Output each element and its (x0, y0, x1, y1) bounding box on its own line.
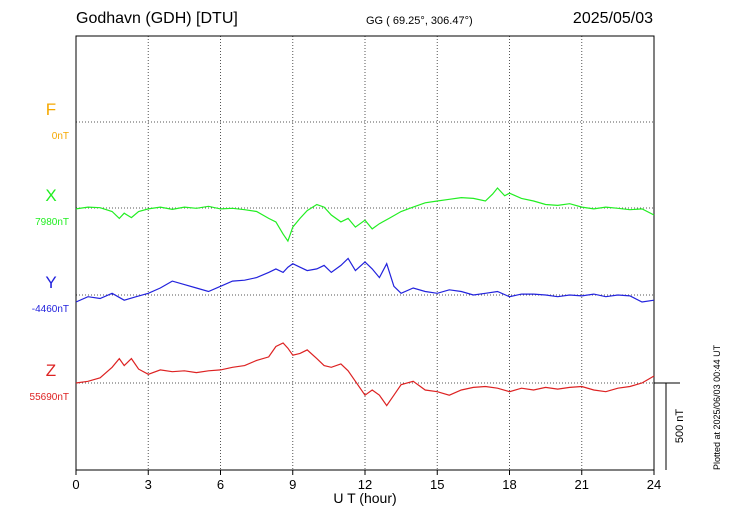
x-axis-label: U T (hour) (333, 490, 396, 506)
station-title: Godhavn (GDH) [DTU] (76, 10, 238, 27)
x-tick-label: 18 (502, 477, 516, 492)
x-tick-label: 3 (145, 477, 152, 492)
series-name-x: X (45, 186, 56, 205)
series-baseline-x: 7980nT (35, 217, 69, 228)
series-line-z (75, 342, 655, 407)
scale-bar: 500 nT (654, 382, 686, 470)
x-tick-label: 6 (217, 477, 224, 492)
date-label: 2025/05/03 (572, 10, 653, 27)
scale-bar-label: 500 nT (674, 409, 686, 444)
series-line-x (75, 187, 655, 243)
series-labels: F 0nT X 7980nT Y -4460nT Z 55690nT (30, 100, 69, 403)
x-tick-label: 24 (647, 477, 661, 492)
x-tick-label: 9 (289, 477, 296, 492)
series-baseline-y: -4460nT (32, 304, 69, 315)
series-baseline-z: 55690nT (30, 392, 69, 403)
geographic-coordinates: GG ( 69.25°, 306.47°) (366, 15, 473, 27)
x-tick-label: 21 (575, 477, 589, 492)
series-lines (75, 187, 655, 407)
series-baseline-f: 0nT (52, 131, 69, 142)
x-tick-label: 0 (72, 477, 79, 492)
grid-lines (76, 36, 654, 470)
series-name-z: Z (46, 361, 56, 380)
series-name-f: F (46, 100, 56, 119)
series-name-y: Y (45, 273, 56, 292)
series-line-y (75, 257, 655, 303)
x-tick-label: 15 (430, 477, 444, 492)
x-axis-ticks: 0 3 6 9 12 15 18 21 24 (72, 470, 661, 492)
x-tick-label: 12 (358, 477, 372, 492)
